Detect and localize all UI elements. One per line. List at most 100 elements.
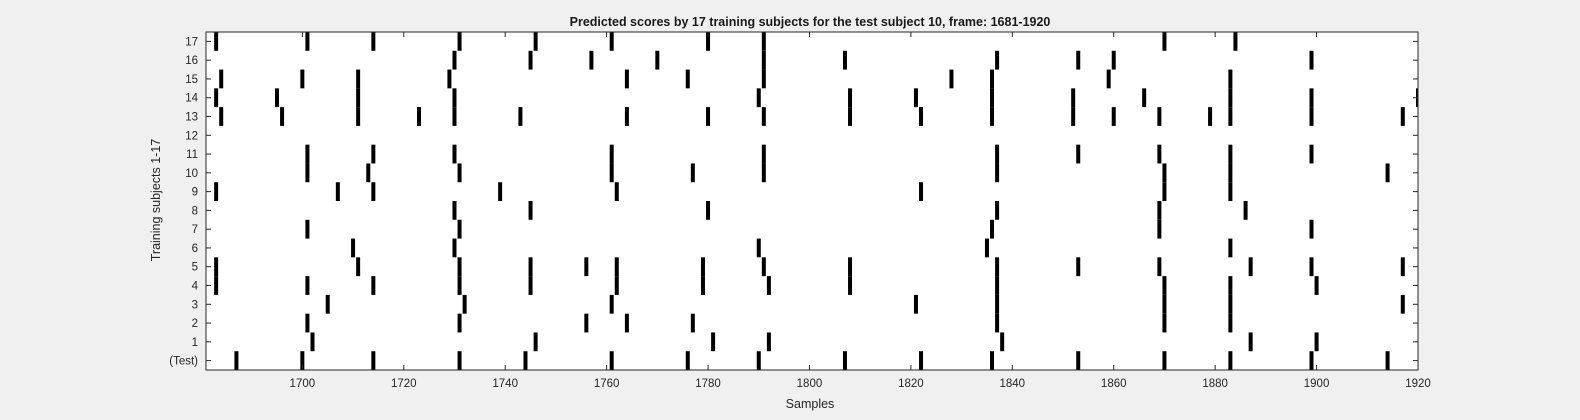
score-marker [305, 276, 310, 295]
score-marker [1076, 144, 1081, 164]
score-marker [280, 107, 285, 126]
score-marker [1157, 144, 1162, 164]
score-marker [1233, 32, 1238, 51]
score-marker [842, 351, 847, 370]
score-marker [356, 257, 361, 277]
plot-area [206, 32, 1418, 370]
score-marker [310, 332, 315, 352]
score-marker [1076, 351, 1081, 370]
y-tick-label: 13 [185, 112, 198, 124]
score-marker [609, 144, 614, 164]
plot-border [205, 31, 1419, 371]
y-tick-label: 17 [185, 36, 198, 48]
score-marker [300, 69, 305, 89]
score-marker [335, 182, 340, 201]
score-marker [1157, 201, 1162, 220]
y-tick-label: 5 [192, 262, 198, 274]
score-marker [528, 276, 533, 295]
score-marker [1071, 88, 1076, 108]
score-marker [700, 276, 705, 295]
score-marker [416, 107, 421, 126]
score-marker [624, 107, 629, 126]
score-marker [1228, 238, 1233, 258]
score-marker [1071, 107, 1076, 126]
score-marker [305, 313, 310, 333]
score-marker [756, 351, 761, 370]
score-marker [214, 257, 219, 277]
score-marker [523, 351, 528, 370]
score-marker [305, 144, 310, 164]
score-marker [990, 351, 995, 370]
y-tick-label: (Test) [169, 356, 198, 368]
score-marker [528, 201, 533, 220]
score-marker [990, 69, 995, 89]
score-marker [655, 50, 660, 70]
score-marker [305, 163, 310, 183]
marks-group [214, 32, 1418, 370]
score-marker [457, 163, 462, 183]
score-marker [214, 276, 219, 295]
y-axis-label: Training subjects 1-17 [149, 139, 163, 262]
score-marker [589, 50, 594, 70]
y-tick-label: 6 [192, 243, 198, 255]
score-marker [1385, 351, 1390, 370]
score-marker [690, 163, 695, 183]
score-marker [706, 32, 711, 51]
score-marker [990, 107, 995, 126]
score-marker [584, 257, 589, 277]
score-marker [1228, 88, 1233, 108]
score-marker [1309, 351, 1314, 370]
score-marker [761, 50, 766, 70]
score-marker [371, 182, 376, 201]
score-marker [300, 351, 305, 370]
score-marker [452, 88, 457, 108]
score-marker [219, 107, 224, 126]
score-marker [1162, 276, 1167, 295]
score-marker [584, 313, 589, 333]
score-marker [761, 69, 766, 89]
score-marker [234, 351, 239, 370]
score-marker [452, 144, 457, 164]
score-marker [1000, 332, 1005, 352]
y-tick-label: 4 [192, 281, 199, 293]
score-marker [1106, 69, 1111, 89]
score-marker [1248, 332, 1253, 352]
score-marker [1228, 313, 1233, 333]
score-marker [766, 276, 771, 295]
y-tick-label: 3 [192, 299, 198, 311]
score-marker [356, 88, 361, 108]
score-marker [457, 219, 462, 239]
x-tick-label: 1840 [1000, 378, 1026, 390]
score-marker [614, 276, 619, 295]
score-marker [1309, 257, 1314, 277]
score-marker [356, 107, 361, 126]
y-tick-label: 9 [192, 187, 198, 199]
x-tick-label: 1920 [1405, 378, 1431, 390]
score-marker [457, 257, 462, 277]
score-marker [1309, 219, 1314, 239]
score-marker [766, 332, 771, 352]
score-marker [1162, 294, 1167, 314]
score-marker [533, 332, 538, 352]
score-marker [995, 163, 1000, 183]
score-marker [949, 69, 954, 89]
score-marker [1228, 276, 1233, 295]
score-marker [1314, 332, 1319, 352]
score-marker [761, 107, 766, 126]
score-marker [447, 69, 452, 89]
score-marker [351, 238, 356, 258]
score-marker [1162, 182, 1167, 201]
score-marker [533, 32, 538, 51]
score-marker [371, 144, 376, 164]
score-marker [1228, 182, 1233, 201]
score-marker [214, 182, 219, 201]
score-marker [1400, 294, 1405, 314]
x-tick-label: 1800 [797, 378, 823, 390]
score-marker [219, 69, 224, 89]
score-marker [995, 313, 1000, 333]
score-marker [624, 69, 629, 89]
score-marker [1400, 107, 1405, 126]
x-tick-label: 1880 [1202, 378, 1228, 390]
y-tick-label: 8 [192, 205, 198, 217]
